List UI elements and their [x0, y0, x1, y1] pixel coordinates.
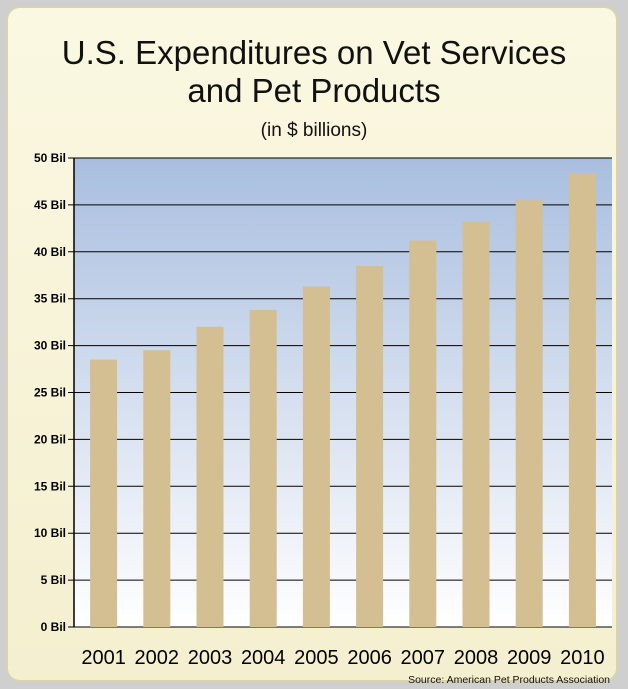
- x-tick-label: 2002: [135, 647, 180, 669]
- x-tick-label: 2003: [188, 647, 233, 669]
- y-tick-label: 5 Bil: [41, 573, 66, 587]
- chart-title-line2: and Pet Products: [187, 72, 441, 109]
- bar-2010: [568, 173, 596, 627]
- bar-2001: [90, 359, 118, 627]
- x-tick-label: 2004: [241, 647, 286, 669]
- chart-subtitle: (in $ billions): [260, 120, 368, 141]
- x-tick-label: 2008: [454, 647, 499, 669]
- source-note: Source: American Pet Products Associatio…: [408, 674, 610, 686]
- bars: [90, 173, 596, 627]
- y-tick-label: 10 Bil: [34, 526, 66, 540]
- bar-2005: [302, 286, 330, 627]
- x-tick-label: 2006: [347, 647, 392, 669]
- bar-2003: [196, 326, 224, 627]
- y-tick-label: 40 Bil: [34, 245, 66, 259]
- y-tick-label: 45 Bil: [34, 198, 66, 212]
- bar-2007: [409, 240, 437, 627]
- y-tick-label: 0 Bil: [41, 620, 66, 634]
- y-tick-label: 50 Bil: [34, 151, 66, 165]
- bar-2006: [356, 265, 384, 627]
- bar-2002: [143, 350, 171, 627]
- y-tick-labels: 0 Bil 5 Bil 10 Bil 15 Bil 20 Bil 25 Bil 30 Bil…: [34, 151, 66, 634]
- bar-2009: [515, 200, 543, 627]
- y-tick-label: 25 Bil: [34, 386, 66, 400]
- x-tick-label: 2005: [294, 647, 339, 669]
- x-tick-label: 2007: [401, 647, 446, 669]
- x-tick-labels: 2001 2002 2003 2004 2005 2006 2007 2008 2009 2010: [81, 647, 604, 669]
- x-tick-label: 2009: [507, 647, 552, 669]
- bar-2004: [249, 309, 277, 627]
- y-tick-label: 20 Bil: [34, 432, 66, 446]
- chart-title: U.S. Expenditures on Vet Services: [61, 34, 567, 71]
- y-tick-label: 30 Bil: [34, 339, 66, 353]
- bar-2008: [462, 221, 490, 627]
- y-tick-label: 35 Bil: [34, 292, 66, 306]
- x-tick-label: 2001: [81, 647, 126, 669]
- x-tick-label: 2010: [560, 647, 605, 669]
- y-tick-label: 15 Bil: [34, 479, 66, 493]
